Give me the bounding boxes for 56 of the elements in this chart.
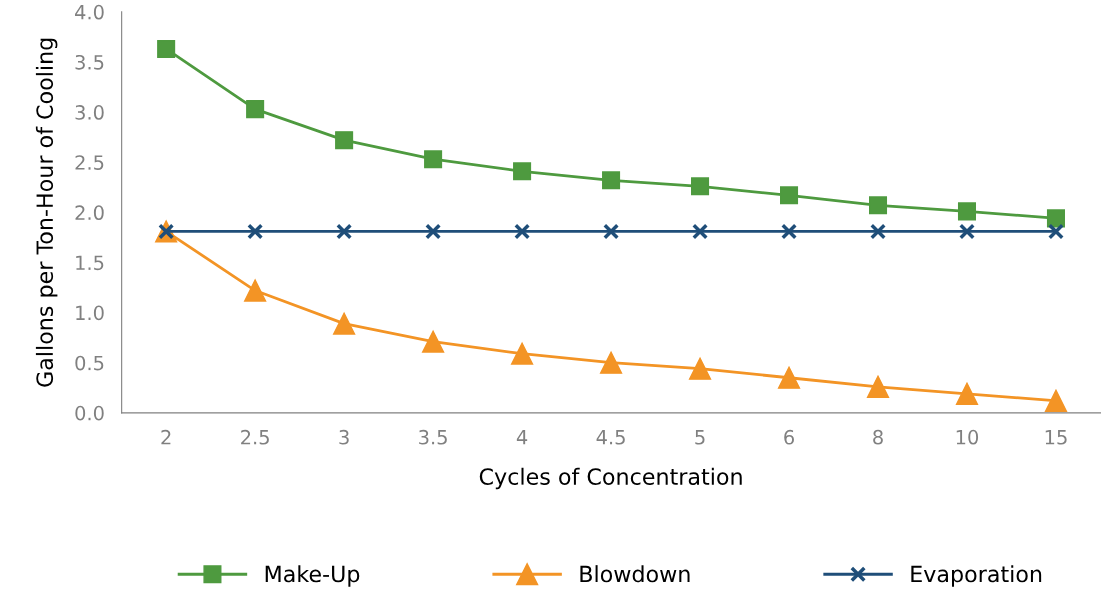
point bbox=[688, 357, 712, 380]
x-tick-label: 6 bbox=[784, 429, 794, 445]
point bbox=[513, 162, 532, 181]
point bbox=[959, 223, 975, 240]
point bbox=[333, 312, 356, 335]
y-tick-label: 2.5 bbox=[75, 155, 104, 170]
point bbox=[870, 223, 886, 240]
x-tick-label: 3 bbox=[339, 429, 349, 445]
point bbox=[1047, 223, 1064, 240]
point bbox=[244, 279, 267, 302]
x-tick-label: 3.5 bbox=[419, 429, 447, 445]
x-tick-label: 2 bbox=[161, 429, 171, 445]
y-tick-label: 2.0 bbox=[75, 205, 104, 221]
y-tick-label: 3.0 bbox=[75, 105, 104, 120]
point bbox=[692, 223, 709, 240]
x-tick-label: 2.5 bbox=[241, 429, 269, 445]
point bbox=[246, 100, 265, 119]
point bbox=[421, 330, 445, 353]
y-tick-label: 1.5 bbox=[76, 255, 104, 271]
point bbox=[691, 177, 710, 196]
x-tick-label: 15 bbox=[1045, 430, 1067, 445]
point bbox=[510, 342, 534, 365]
point bbox=[957, 202, 977, 221]
point bbox=[777, 366, 801, 389]
y-tick-label: 1.0 bbox=[76, 305, 104, 321]
point bbox=[866, 375, 890, 398]
x-tick-label: 8 bbox=[873, 429, 883, 445]
point bbox=[780, 186, 799, 205]
y-axis-title: Gallons per Ton-Hour of Cooling bbox=[35, 38, 58, 387]
point bbox=[335, 131, 354, 150]
point bbox=[603, 223, 620, 240]
legend-label: Blowdown bbox=[580, 565, 690, 583]
point bbox=[602, 171, 621, 190]
point bbox=[599, 351, 623, 374]
legend-label: Evaporation bbox=[911, 565, 1042, 587]
x-tick-label: 5 bbox=[695, 430, 705, 445]
point bbox=[1044, 389, 1068, 412]
legend-label: Make-Up bbox=[265, 565, 360, 587]
point bbox=[157, 39, 176, 58]
point bbox=[425, 223, 442, 240]
y-tick-label: 0.5 bbox=[75, 355, 104, 371]
y-tick-label: 0.0 bbox=[75, 405, 104, 421]
point bbox=[514, 223, 531, 240]
point bbox=[336, 223, 353, 240]
point bbox=[868, 196, 888, 215]
y-tick-label: 4.0 bbox=[75, 4, 104, 20]
point bbox=[424, 150, 443, 169]
x-tick-label: 4 bbox=[516, 430, 528, 445]
point bbox=[781, 223, 798, 240]
x-tick-label: 4.5 bbox=[596, 430, 625, 445]
point bbox=[955, 382, 979, 405]
x-tick-label: 10 bbox=[956, 429, 979, 445]
point bbox=[1046, 209, 1066, 228]
x-axis-title: Cycles of Concentration bbox=[479, 467, 742, 490]
point bbox=[247, 223, 264, 240]
y-tick-label: 3.5 bbox=[75, 54, 104, 70]
